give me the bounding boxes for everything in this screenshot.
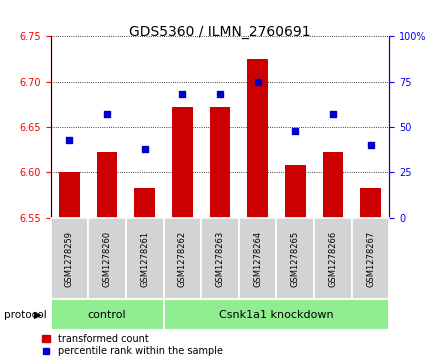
Text: GSM1278259: GSM1278259	[65, 231, 74, 287]
Legend: transformed count, percentile rank within the sample: transformed count, percentile rank withi…	[40, 332, 224, 358]
Text: GDS5360 / ILMN_2760691: GDS5360 / ILMN_2760691	[129, 25, 311, 40]
Bar	[360, 188, 381, 218]
Text: GSM1278261: GSM1278261	[140, 231, 149, 287]
Text: GSM1278266: GSM1278266	[328, 231, 337, 287]
Bar	[247, 59, 268, 218]
Bar	[59, 172, 80, 218]
Point	[66, 137, 73, 143]
Point	[179, 91, 186, 97]
Bar	[314, 218, 352, 299]
Text: protocol: protocol	[4, 310, 47, 320]
Text: GSM1278264: GSM1278264	[253, 231, 262, 287]
Point	[254, 79, 261, 85]
Point	[141, 146, 148, 152]
Bar	[239, 218, 276, 299]
Text: GSM1278267: GSM1278267	[366, 231, 375, 287]
Bar	[164, 299, 389, 330]
Point	[216, 91, 224, 97]
Point	[103, 111, 110, 117]
Point	[292, 128, 299, 134]
Text: Csnk1a1 knockdown: Csnk1a1 knockdown	[219, 310, 334, 320]
Bar	[134, 188, 155, 218]
Text: control: control	[88, 310, 126, 320]
Point	[367, 142, 374, 148]
Text: ▶: ▶	[34, 310, 42, 320]
Bar	[51, 299, 164, 330]
Bar	[201, 218, 239, 299]
Bar	[209, 107, 231, 218]
Bar	[88, 218, 126, 299]
Bar	[97, 152, 117, 218]
Text: GSM1278265: GSM1278265	[291, 231, 300, 287]
Text: GSM1278260: GSM1278260	[103, 231, 112, 287]
Bar	[276, 218, 314, 299]
Bar	[323, 152, 343, 218]
Text: GSM1278263: GSM1278263	[216, 231, 224, 287]
Text: GSM1278262: GSM1278262	[178, 231, 187, 287]
Bar	[51, 218, 88, 299]
Bar	[172, 107, 193, 218]
Bar	[126, 218, 164, 299]
Bar	[285, 165, 306, 218]
Bar	[352, 218, 389, 299]
Bar	[164, 218, 201, 299]
Point	[330, 111, 337, 117]
